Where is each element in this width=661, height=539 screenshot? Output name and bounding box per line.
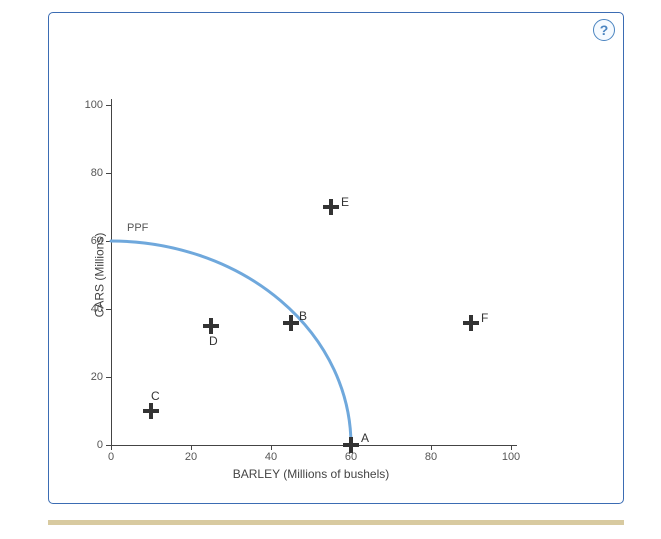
y-axis-label: CARS (Millions)	[92, 233, 106, 318]
point-label-C: C	[151, 389, 160, 403]
x-tick-label: 80	[425, 451, 437, 463]
point-label-E: E	[341, 195, 349, 209]
x-tick-label: 60	[345, 451, 357, 463]
point-label-D: D	[209, 334, 218, 348]
y-tick-label: 0	[97, 439, 103, 451]
x-tick	[431, 445, 432, 450]
x-tick	[511, 445, 512, 450]
x-tick	[271, 445, 272, 450]
x-axis-label: BARLEY (Millions of bushels)	[233, 467, 390, 481]
ppf-curve	[111, 105, 511, 445]
x-tick	[191, 445, 192, 450]
y-tick	[106, 445, 111, 446]
chart-panel: ? 020406080100 020406080100 BARLEY (Mill…	[48, 12, 624, 504]
x-tick-label: 40	[265, 451, 277, 463]
ppf-chart: 020406080100 020406080100 BARLEY (Millio…	[111, 105, 511, 445]
x-tick	[111, 445, 112, 450]
ppf-curve-label: PPF	[127, 222, 148, 234]
point-label-B: B	[299, 309, 307, 323]
x-tick-label: 20	[185, 451, 197, 463]
y-tick-label: 20	[91, 371, 103, 383]
point-label-F: F	[481, 311, 488, 325]
y-tick-label: 100	[85, 99, 103, 111]
y-tick-label: 80	[91, 167, 103, 179]
point-label-A: A	[361, 431, 369, 445]
footer-rule	[48, 520, 624, 525]
x-tick-label: 100	[502, 451, 520, 463]
x-tick-label: 0	[108, 451, 114, 463]
screenshot-frame: ? 020406080100 020406080100 BARLEY (Mill…	[0, 0, 661, 539]
help-icon[interactable]: ?	[593, 19, 615, 41]
x-axis	[111, 445, 517, 446]
